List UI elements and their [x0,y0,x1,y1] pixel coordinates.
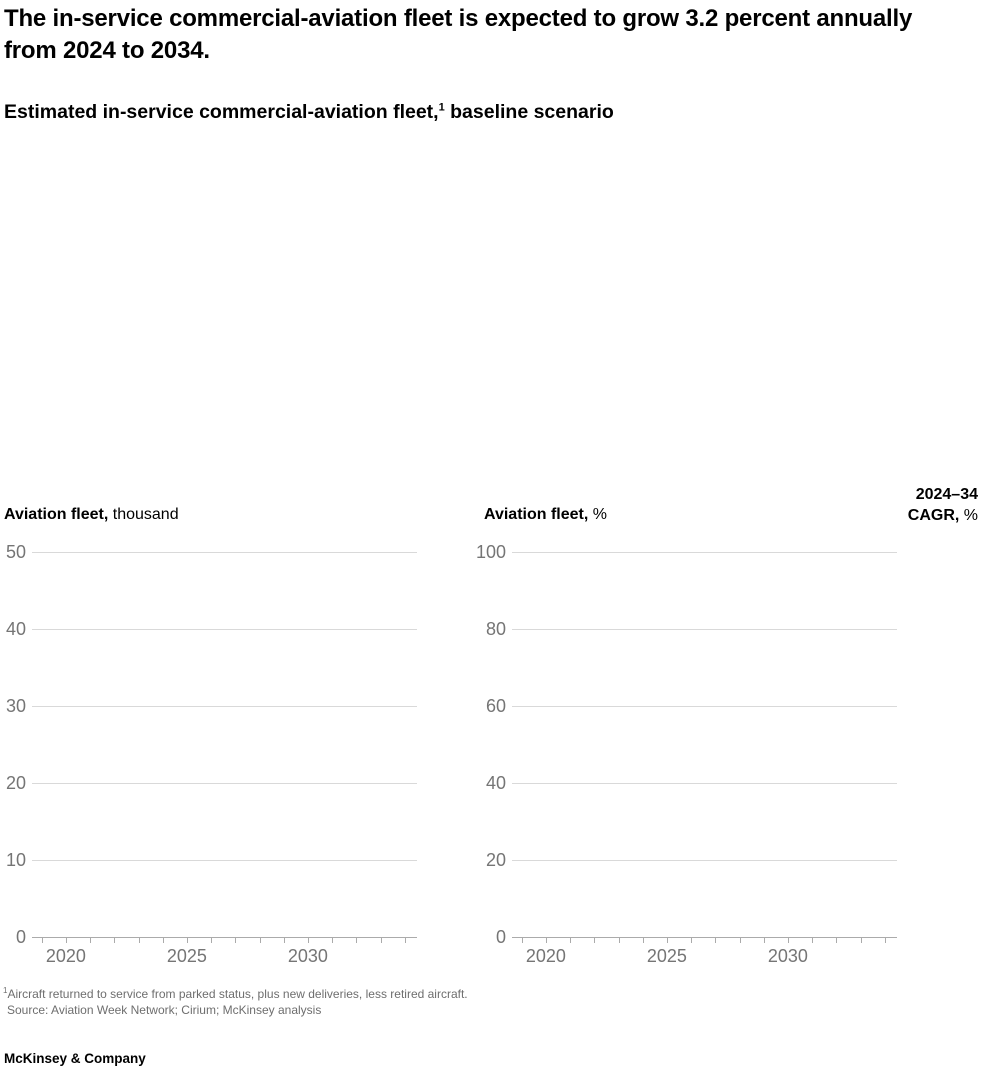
subtitle-footnote-marker: 1 [438,101,445,114]
gridline [32,552,417,553]
fleet-percent-chart: 100 80 60 40 20 0 2020 2025 2030 [476,542,900,983]
footnote-marker: 1 [3,986,8,995]
exhibit-subtitle: Estimated in-service commercial-aviation… [4,101,614,124]
x-axis-tick [138,938,140,943]
page-title: The in-service commercial-aviation fleet… [4,5,913,64]
gridline [512,783,897,784]
x-axis-tick [545,938,547,943]
x-axis-tick-label: 2030 [767,946,808,966]
cagr-label-line: CAGR, % [908,505,978,526]
x-axis-tick [41,938,43,943]
fleet-thousand-chart: 50 40 30 20 10 0 2020 2025 2030 [0,542,420,983]
x-axis-tick [356,938,358,943]
cagr-column-header: 2024–34 CAGR, % [908,484,978,526]
right-chart-unit: % [588,506,607,523]
x-axis-line [512,937,897,938]
x-axis-tick [211,938,213,943]
x-axis-tick [666,938,668,943]
x-axis-tick [812,938,814,943]
cagr-label: CAGR, [907,507,960,524]
x-axis-tick [380,938,382,943]
x-axis-tick [114,938,116,943]
gridline [512,629,897,630]
x-axis-tick [763,938,765,943]
x-axis-tick [332,938,334,943]
right-chart-title: Aviation fleet, [484,506,589,523]
x-axis-tick [642,938,644,943]
x-axis-tick [65,938,67,943]
x-axis-tick [283,938,285,943]
x-axis-tick [235,938,237,943]
y-axis-tick-label: 20 [485,850,506,870]
y-axis-tick-label: 10 [5,850,26,870]
left-chart-unit: thousand [108,506,179,523]
y-axis-tick-label: 30 [5,696,26,716]
x-axis-tick [860,938,862,943]
footnote-line: 1Aircraft returned to service from parke… [3,983,468,1003]
x-axis-tick [404,938,406,943]
x-axis-tick-label: 2025 [646,946,687,966]
subtitle-text-after: baseline scenario [444,101,614,123]
cagr-unit: % [959,507,978,524]
x-axis-tick [594,938,596,943]
x-axis-tick [259,938,261,943]
x-axis-tick [715,938,717,943]
y-axis-tick-label: 20 [5,773,26,793]
gridline [32,783,417,784]
x-axis-tick [570,938,572,943]
y-axis-tick-label: 80 [485,619,506,639]
gridline [512,860,897,861]
x-axis-tick [691,938,693,943]
y-axis-tick-label: 40 [5,619,26,639]
x-axis-tick-label: 2030 [287,946,328,966]
left-chart-title: Aviation fleet, [4,506,109,523]
x-axis-tick [521,938,523,943]
source-line: Source: Aviation Week Network; Cirium; M… [7,1002,322,1017]
left-chart-header: Aviation fleet, thousand [4,506,179,524]
y-axis-tick-label: 60 [485,696,506,716]
x-axis-tick [836,938,838,943]
x-axis-tick [186,938,188,943]
gridline [512,552,897,553]
x-axis-tick [739,938,741,943]
cagr-range: 2024–34 [915,486,978,503]
gridline [32,706,417,707]
y-axis-tick-label: 40 [485,773,506,793]
gridline [32,860,417,861]
x-axis-tick [787,938,789,943]
x-axis-tick [162,938,164,943]
x-axis-tick [90,938,92,943]
x-axis-tick [618,938,620,943]
x-axis-tick-label: 2025 [166,946,207,966]
footnote-block: 1Aircraft returned to service from parke… [3,983,468,1018]
y-axis-tick-label: 0 [495,927,506,947]
subtitle-text: Estimated in-service commercial-aviation… [4,101,439,123]
gridline [32,629,417,630]
footnote-text: Aircraft returned to service from parked… [7,987,468,1001]
right-chart-header: Aviation fleet, % [484,506,607,524]
x-axis-line [32,937,417,938]
y-axis-tick-label: 50 [5,542,26,562]
y-axis-tick-label: 0 [15,927,26,947]
x-axis-tick [884,938,886,943]
x-axis-tick [307,938,309,943]
mckinsey-brand: McKinsey & Company [4,1051,146,1066]
x-axis-tick-label: 2020 [525,946,566,966]
x-axis-tick-label: 2020 [45,946,86,966]
gridline [512,706,897,707]
y-axis-tick-label: 100 [475,542,506,562]
